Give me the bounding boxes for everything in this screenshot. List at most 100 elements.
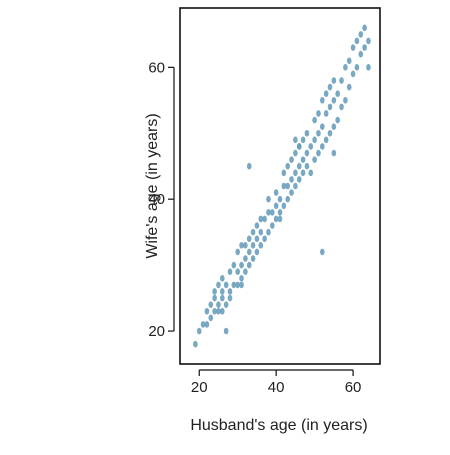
- data-point: [323, 110, 329, 117]
- data-point: [254, 248, 260, 256]
- x-tick-label: 40: [268, 379, 285, 396]
- data-point: [296, 176, 302, 183]
- data-point: [266, 195, 271, 203]
- data-point: [246, 162, 252, 170]
- data-point: [362, 44, 367, 51]
- data-point: [231, 281, 237, 289]
- data-point: [331, 96, 337, 104]
- data-point: [220, 307, 225, 315]
- data-point: [285, 195, 290, 203]
- data-point: [243, 242, 248, 249]
- data-point: [331, 123, 337, 130]
- data-point: [339, 103, 344, 111]
- data-point: [362, 24, 367, 32]
- data-point: [320, 248, 325, 256]
- data-point: [285, 162, 290, 170]
- data-point: [266, 209, 271, 216]
- data-point: [220, 274, 225, 282]
- data-point: [204, 307, 210, 315]
- data-point: [227, 288, 233, 295]
- y-tick-label: 20: [148, 323, 165, 340]
- x-tick-label: 20: [191, 379, 208, 396]
- data-point: [281, 202, 287, 210]
- data-point: [331, 149, 337, 157]
- data-point: [296, 143, 302, 150]
- data-point: [216, 301, 221, 308]
- data-point: [227, 268, 233, 276]
- data-point: [350, 44, 356, 51]
- data-point: [316, 110, 321, 117]
- data-point: [262, 235, 267, 243]
- data-point: [243, 255, 248, 262]
- x-axis-title: Husband's age (in years): [190, 417, 367, 434]
- x-axis: 20 40 60: [191, 369, 362, 396]
- data-point: [335, 116, 340, 124]
- data-point: [266, 228, 271, 236]
- data-point: [246, 235, 252, 243]
- data-point: [350, 70, 356, 78]
- data-point: [316, 129, 321, 137]
- data-point: [366, 37, 371, 45]
- data-point: [335, 90, 340, 98]
- data-point: [270, 209, 275, 216]
- data-point: [258, 228, 264, 236]
- data-point: [320, 123, 325, 130]
- data-point: [358, 50, 364, 58]
- data-point: [273, 215, 279, 223]
- data-point: [308, 169, 314, 177]
- data-point: [304, 129, 310, 137]
- data-point: [235, 281, 240, 289]
- data-point: [366, 64, 371, 71]
- y-axis: 20 40 60: [148, 59, 175, 340]
- data-point: [354, 37, 360, 45]
- data-point: [304, 149, 310, 157]
- data-point: [227, 294, 233, 302]
- data-point: [239, 281, 244, 289]
- data-point: [300, 156, 306, 163]
- data-point: [293, 149, 298, 157]
- data-point: [281, 169, 287, 177]
- data-point: [293, 136, 298, 144]
- y-tick-label: 60: [148, 59, 165, 76]
- data-point: [285, 182, 290, 190]
- data-point: [354, 64, 360, 71]
- data-point: [204, 321, 210, 328]
- data-point: [308, 143, 314, 150]
- data-point: [293, 169, 298, 177]
- data-point: [339, 77, 344, 84]
- data-point: [193, 340, 198, 348]
- data-point: [323, 136, 329, 144]
- data-point: [208, 301, 214, 308]
- data-point: [273, 189, 279, 196]
- x-tick-label: 60: [345, 379, 362, 396]
- data-point: [223, 327, 229, 335]
- data-point: [343, 64, 348, 71]
- data-point: [312, 156, 317, 163]
- data-point: [196, 327, 202, 335]
- data-point: [296, 162, 302, 170]
- data-point: [343, 96, 348, 104]
- data-point: [254, 235, 260, 243]
- data-points-layer: [193, 24, 371, 348]
- data-point: [312, 136, 317, 144]
- data-point: [250, 242, 256, 249]
- data-point: [327, 103, 333, 111]
- y-tick-label: 40: [148, 191, 165, 208]
- data-point: [246, 248, 252, 256]
- data-point: [281, 182, 287, 190]
- data-point: [320, 143, 325, 150]
- data-point: [212, 307, 217, 315]
- data-point: [258, 215, 264, 223]
- data-point: [346, 57, 352, 65]
- data-point: [327, 129, 333, 137]
- data-point: [270, 222, 275, 229]
- data-point: [304, 162, 310, 170]
- data-point: [316, 149, 321, 157]
- data-point: [216, 281, 221, 289]
- data-point: [254, 222, 260, 229]
- data-point: [262, 215, 267, 223]
- data-point: [300, 136, 306, 144]
- data-point: [220, 288, 225, 295]
